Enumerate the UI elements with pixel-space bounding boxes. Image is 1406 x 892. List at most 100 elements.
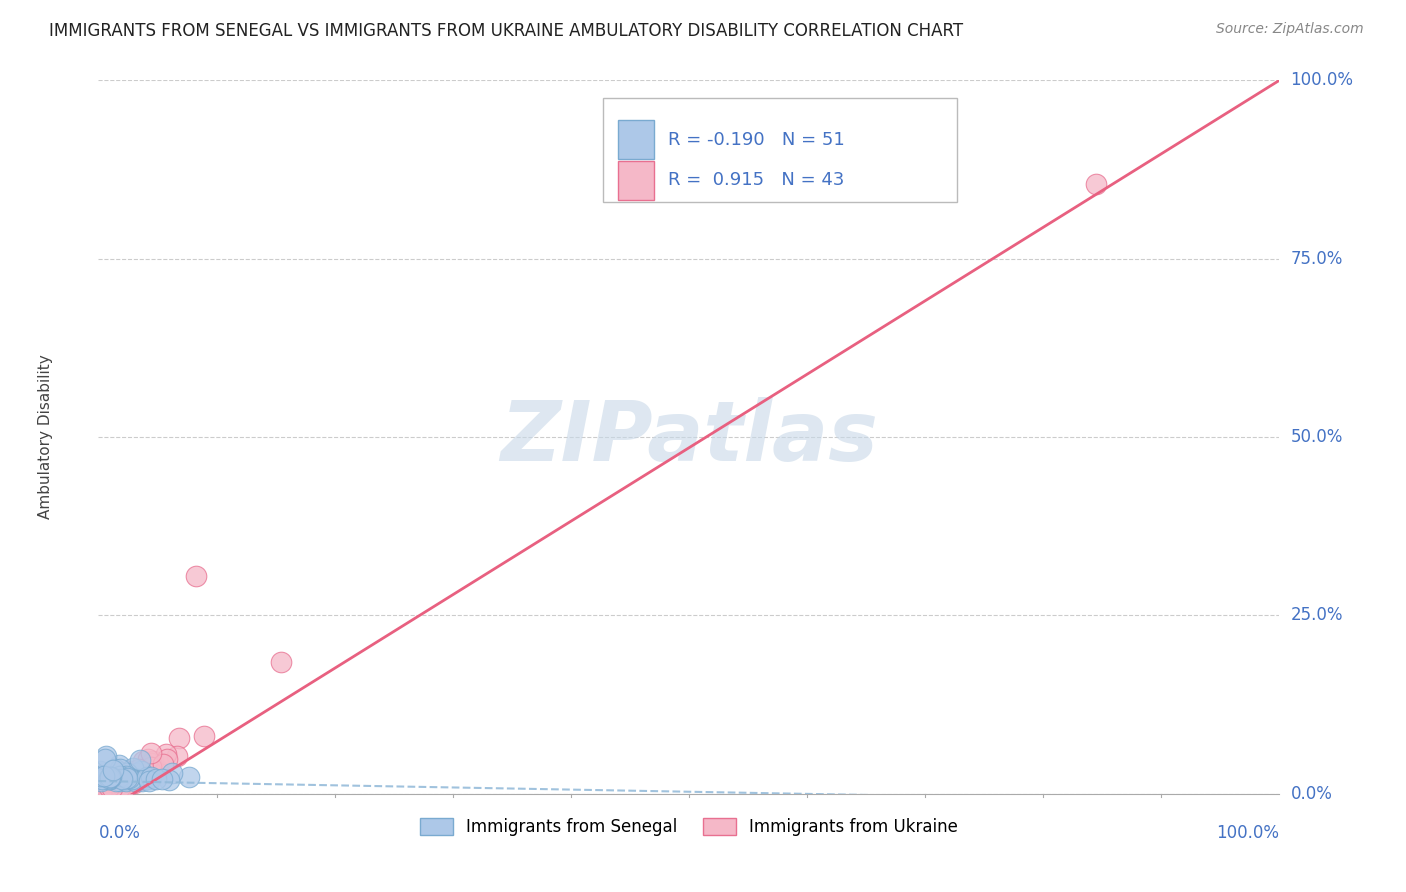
- Point: [115, 773, 138, 788]
- Text: ZIPatlas: ZIPatlas: [501, 397, 877, 477]
- Point: [91, 772, 114, 786]
- Point: [270, 655, 292, 669]
- Point: [101, 763, 124, 777]
- Text: 0.0%: 0.0%: [98, 824, 141, 842]
- Text: Source: ZipAtlas.com: Source: ZipAtlas.com: [1216, 22, 1364, 37]
- Point: [128, 772, 150, 786]
- Point: [93, 772, 115, 787]
- Point: [98, 772, 121, 786]
- Point: [97, 779, 120, 793]
- Point: [121, 761, 143, 775]
- Point: [110, 771, 132, 785]
- Point: [97, 771, 120, 785]
- Point: [100, 770, 122, 784]
- Point: [101, 768, 124, 782]
- Text: 50.0%: 50.0%: [1291, 428, 1343, 446]
- Point: [117, 773, 139, 788]
- Point: [107, 757, 129, 772]
- Point: [129, 773, 152, 788]
- Point: [125, 772, 148, 787]
- Point: [160, 766, 183, 780]
- Point: [101, 775, 124, 789]
- Point: [166, 749, 188, 764]
- Point: [89, 779, 111, 793]
- Point: [129, 753, 152, 767]
- Point: [193, 729, 215, 743]
- Point: [115, 766, 138, 780]
- Point: [186, 569, 208, 583]
- Point: [139, 760, 162, 774]
- Point: [117, 771, 139, 785]
- Point: [114, 769, 136, 783]
- Point: [94, 771, 117, 785]
- Point: [89, 764, 111, 779]
- Point: [124, 774, 146, 789]
- Point: [89, 769, 111, 783]
- Point: [97, 772, 120, 786]
- Text: 25.0%: 25.0%: [1291, 607, 1343, 624]
- Point: [131, 773, 153, 788]
- Text: 100.0%: 100.0%: [1216, 824, 1279, 842]
- Point: [104, 776, 127, 790]
- Text: R =  0.915   N = 43: R = 0.915 N = 43: [668, 171, 844, 189]
- Point: [139, 770, 162, 784]
- Point: [108, 769, 131, 783]
- Point: [100, 780, 122, 795]
- Point: [94, 774, 117, 789]
- Point: [111, 765, 134, 780]
- Point: [93, 769, 115, 783]
- Point: [167, 731, 190, 746]
- Point: [111, 772, 134, 787]
- Point: [138, 774, 160, 789]
- Point: [132, 754, 155, 768]
- Point: [112, 781, 135, 796]
- Point: [90, 786, 112, 800]
- Point: [118, 764, 141, 779]
- Point: [155, 747, 177, 761]
- Point: [136, 752, 159, 766]
- Point: [90, 769, 112, 783]
- Point: [110, 780, 132, 794]
- Point: [104, 773, 127, 788]
- Point: [122, 776, 145, 790]
- Point: [94, 749, 117, 764]
- Point: [91, 772, 114, 787]
- Point: [136, 772, 159, 786]
- Text: R = -0.190   N = 51: R = -0.190 N = 51: [668, 130, 845, 148]
- Point: [142, 754, 165, 768]
- Point: [89, 783, 111, 797]
- Point: [98, 770, 121, 784]
- Point: [108, 762, 131, 776]
- FancyBboxPatch shape: [619, 120, 654, 159]
- Point: [108, 774, 131, 789]
- Point: [97, 786, 120, 800]
- Point: [156, 752, 179, 766]
- Text: 75.0%: 75.0%: [1291, 250, 1343, 268]
- Point: [145, 772, 167, 787]
- Point: [1085, 177, 1108, 191]
- Point: [141, 756, 163, 770]
- Point: [129, 764, 152, 779]
- Text: IMMIGRANTS FROM SENEGAL VS IMMIGRANTS FROM UKRAINE AMBULATORY DISABILITY CORRELA: IMMIGRANTS FROM SENEGAL VS IMMIGRANTS FR…: [49, 22, 963, 40]
- Point: [125, 768, 148, 782]
- Point: [98, 772, 121, 786]
- Point: [117, 766, 139, 780]
- Point: [111, 772, 134, 787]
- Text: 100.0%: 100.0%: [1291, 71, 1354, 89]
- Point: [90, 773, 112, 788]
- Point: [135, 770, 157, 784]
- Point: [177, 771, 200, 785]
- Point: [118, 771, 141, 785]
- Point: [139, 747, 162, 761]
- Point: [128, 762, 150, 776]
- Point: [98, 773, 121, 788]
- Point: [94, 752, 117, 766]
- Point: [112, 779, 135, 793]
- Point: [98, 784, 121, 798]
- FancyBboxPatch shape: [619, 161, 654, 200]
- Point: [148, 764, 170, 778]
- Legend: Immigrants from Senegal, Immigrants from Ukraine: Immigrants from Senegal, Immigrants from…: [413, 811, 965, 843]
- Point: [89, 769, 111, 783]
- FancyBboxPatch shape: [603, 98, 957, 202]
- Point: [91, 778, 114, 792]
